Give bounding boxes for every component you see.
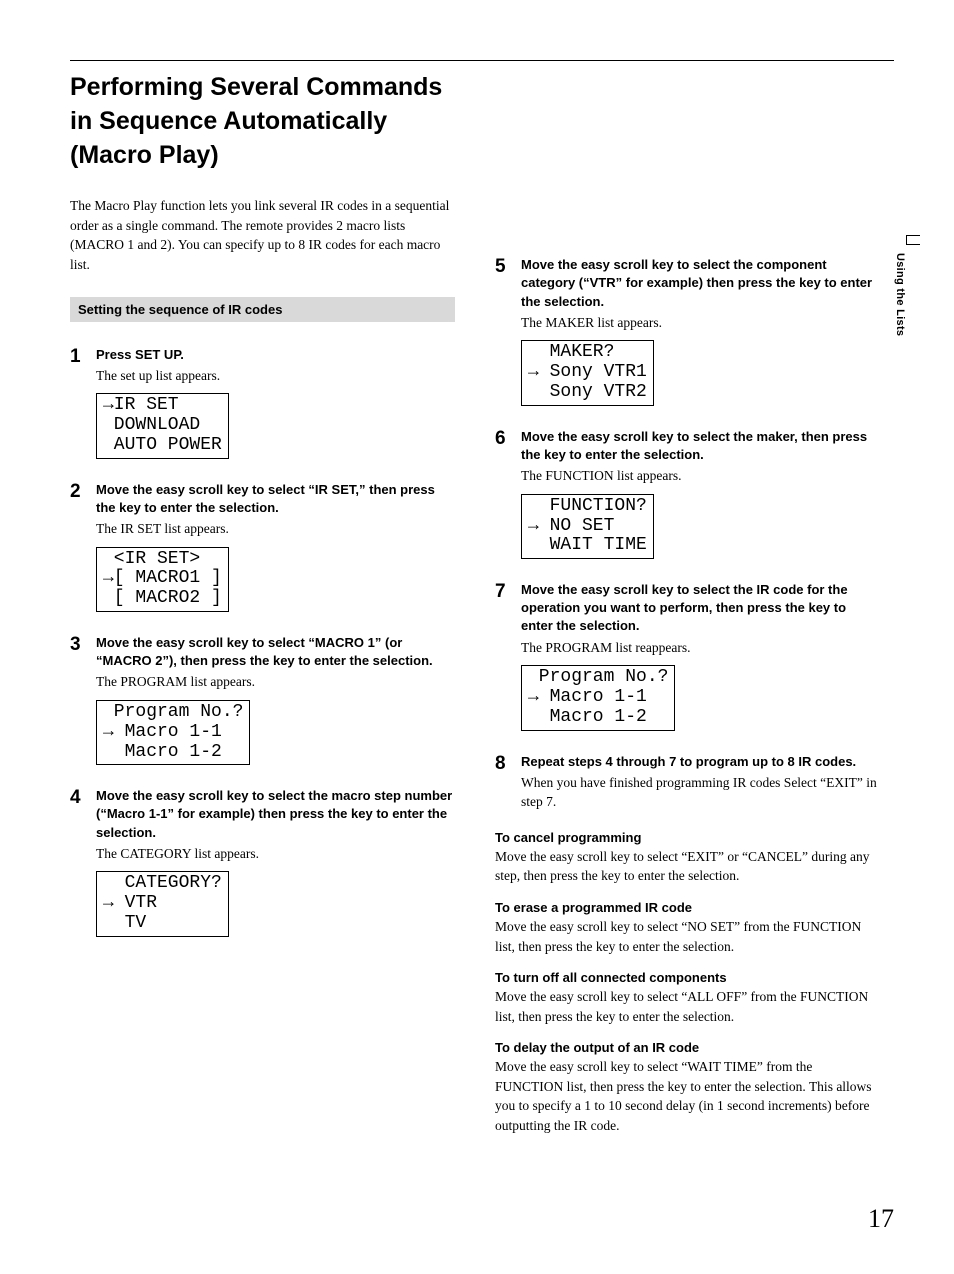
step-instruction: Move the easy scroll key to select the c… bbox=[521, 256, 880, 311]
subtext-erase: Move the easy scroll key to select “NO S… bbox=[495, 917, 880, 956]
subheading-delay: To delay the output of an IR code bbox=[495, 1040, 880, 1055]
lcd-display: CATEGORY? → VTR TV bbox=[96, 871, 229, 936]
step-number: 1 bbox=[70, 346, 96, 463]
step-result: The IR SET list appears. bbox=[96, 519, 455, 539]
step-result: The MAKER list appears. bbox=[521, 313, 880, 333]
subheading-turnoff: To turn off all connected components bbox=[495, 970, 880, 985]
lcd-display: Program No.? → Macro 1-1 Macro 1-2 bbox=[96, 700, 250, 765]
step-number: 7 bbox=[495, 581, 521, 735]
left-column: The Macro Play function lets you link se… bbox=[70, 196, 455, 1135]
step-number: 8 bbox=[495, 753, 521, 812]
lcd-display: MAKER? → Sony VTR1 Sony VTR2 bbox=[521, 340, 654, 405]
step-instruction: Move the easy scroll key to select the I… bbox=[521, 581, 880, 636]
step-number: 4 bbox=[70, 787, 96, 941]
step-number: 5 bbox=[495, 256, 521, 410]
step-body: Move the easy scroll key to select “MACR… bbox=[96, 634, 455, 769]
step-instruction: Move the easy scroll key to select “MACR… bbox=[96, 634, 455, 670]
subheading-erase: To erase a programmed IR code bbox=[495, 900, 880, 915]
step-result: The PROGRAM list reappears. bbox=[521, 638, 880, 658]
step-result: The FUNCTION list appears. bbox=[521, 466, 880, 486]
step-body: Move the easy scroll key to select the c… bbox=[521, 256, 880, 410]
side-tab-label: Using the Lists bbox=[894, 253, 906, 336]
step-1: 1 Press SET UP. The set up list appears.… bbox=[70, 346, 455, 463]
step-instruction: Move the easy scroll key to select “IR S… bbox=[96, 481, 455, 517]
step-result: The PROGRAM list appears. bbox=[96, 672, 455, 692]
step-3: 3 Move the easy scroll key to select “MA… bbox=[70, 634, 455, 769]
side-tab: Using the Lists bbox=[892, 235, 906, 395]
right-column: 5 Move the easy scroll key to select the… bbox=[495, 196, 880, 1135]
step-body: Press SET UP. The set up list appears. →… bbox=[96, 346, 455, 463]
page-title: Performing Several Commands in Sequence … bbox=[70, 71, 450, 172]
step-body: Move the easy scroll key to select the m… bbox=[96, 787, 455, 941]
step-number: 2 bbox=[70, 481, 96, 616]
lcd-display: →IR SET DOWNLOAD AUTO POWER bbox=[96, 393, 229, 458]
content-columns: The Macro Play function lets you link se… bbox=[70, 196, 894, 1135]
step-body: Move the easy scroll key to select the I… bbox=[521, 581, 880, 735]
step-7: 7 Move the easy scroll key to select the… bbox=[495, 581, 880, 735]
lcd-display: Program No.? → Macro 1-1 Macro 1-2 bbox=[521, 665, 675, 730]
intro-paragraph: The Macro Play function lets you link se… bbox=[70, 196, 455, 274]
step-2: 2 Move the easy scroll key to select “IR… bbox=[70, 481, 455, 616]
step-number: 6 bbox=[495, 428, 521, 563]
step-body: Repeat steps 4 through 7 to program up t… bbox=[521, 753, 880, 812]
subheading-cancel: To cancel programming bbox=[495, 830, 880, 845]
lcd-display: FUNCTION? → NO SET WAIT TIME bbox=[521, 494, 654, 559]
step-instruction: Move the easy scroll key to select the m… bbox=[521, 428, 880, 464]
step-body: Move the easy scroll key to select “IR S… bbox=[96, 481, 455, 616]
subtext-turnoff: Move the easy scroll key to select “ALL … bbox=[495, 987, 880, 1026]
side-tab-marker bbox=[906, 235, 920, 245]
step-result: The set up list appears. bbox=[96, 366, 455, 386]
step-result: The CATEGORY list appears. bbox=[96, 844, 455, 864]
subtext-cancel: Move the easy scroll key to select “EXIT… bbox=[495, 847, 880, 886]
top-rule bbox=[70, 60, 894, 61]
column-spacer bbox=[495, 196, 880, 256]
lcd-display: <IR SET> →[ MACRO1 ] [ MACRO2 ] bbox=[96, 547, 229, 612]
step-8: 8 Repeat steps 4 through 7 to program up… bbox=[495, 753, 880, 812]
step-body: Move the easy scroll key to select the m… bbox=[521, 428, 880, 563]
step-instruction: Repeat steps 4 through 7 to program up t… bbox=[521, 753, 880, 771]
step-6: 6 Move the easy scroll key to select the… bbox=[495, 428, 880, 563]
step-instruction: Move the easy scroll key to select the m… bbox=[96, 787, 455, 842]
step-number: 3 bbox=[70, 634, 96, 769]
step-4: 4 Move the easy scroll key to select the… bbox=[70, 787, 455, 941]
step-5: 5 Move the easy scroll key to select the… bbox=[495, 256, 880, 410]
step-instruction: Press SET UP. bbox=[96, 346, 455, 364]
step-result: When you have finished programming IR co… bbox=[521, 773, 880, 812]
section-heading-bar: Setting the sequence of IR codes bbox=[70, 297, 455, 322]
page-number: 17 bbox=[868, 1204, 894, 1234]
subtext-delay: Move the easy scroll key to select “WAIT… bbox=[495, 1057, 880, 1135]
